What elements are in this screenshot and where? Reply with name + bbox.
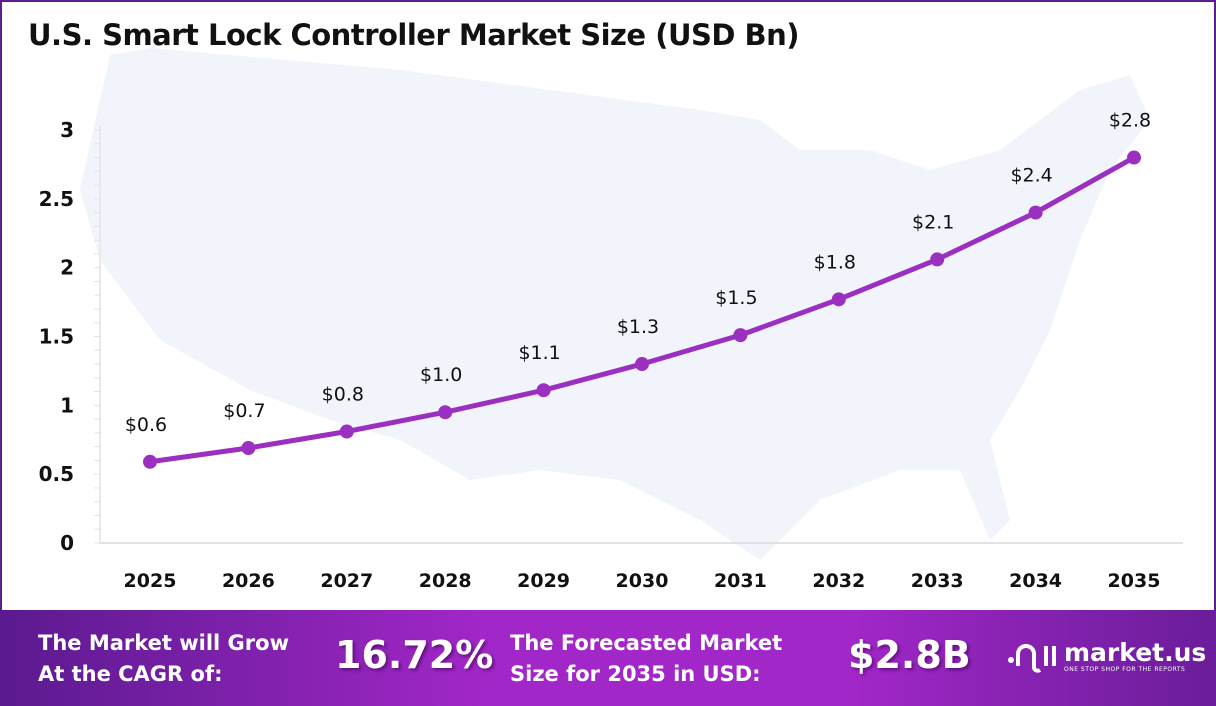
cagr-label-line1: The Market will Grow: [38, 631, 289, 655]
y-tick-label: 0.5: [39, 462, 74, 486]
x-tick-label: 2025: [124, 570, 177, 592]
x-tick-label: 2030: [616, 570, 669, 592]
x-tick-label: 2026: [222, 570, 275, 592]
data-label: $1.5: [715, 287, 757, 309]
data-point: [635, 357, 649, 372]
data-label: $0.6: [125, 414, 167, 436]
data-label: $0.8: [322, 383, 364, 405]
us-map-background: [80, 48, 1150, 560]
data-label: $2.8: [1109, 110, 1151, 132]
data-point: [143, 454, 157, 469]
x-tick-label: 2034: [1009, 570, 1062, 592]
logo-name: market.us: [1064, 637, 1207, 667]
y-tick-label: 2: [60, 256, 74, 280]
cagr-label: The Market will Grow At the CAGR of:: [38, 628, 289, 690]
x-tick-label: 2032: [812, 570, 865, 592]
data-point: [339, 424, 354, 439]
forecast-label-line2: Size for 2035 in USD:: [510, 662, 761, 686]
y-tick-label: 1.5: [39, 325, 74, 349]
x-tick-label: 2033: [911, 570, 964, 592]
logo-tagline: ONE STOP SHOP FOR THE REPORTS: [1064, 665, 1186, 673]
logo-icon: [1008, 644, 1056, 673]
data-label: $2.4: [1010, 165, 1052, 187]
forecast-value: $2.8B: [848, 633, 971, 677]
forecast-label-line1: The Forecasted Market: [510, 631, 783, 655]
cagr-label-line2: At the CAGR of:: [38, 662, 223, 686]
y-tick-label: 2.5: [39, 187, 74, 211]
data-label: $1.0: [420, 364, 462, 386]
data-point: [1127, 150, 1141, 165]
y-tick-label: 1: [60, 393, 74, 417]
data-point: [930, 252, 945, 267]
y-tick-label: 3: [60, 118, 74, 142]
data-label: $1.8: [814, 251, 856, 273]
data-point: [536, 383, 551, 398]
cagr-value: 16.72%: [335, 633, 494, 677]
data-label: $1.3: [617, 316, 659, 338]
data-label: $2.1: [912, 211, 954, 233]
x-tick-label: 2028: [419, 570, 472, 592]
forecast-label: The Forecasted Market Size for 2035 in U…: [510, 628, 782, 690]
data-point: [438, 405, 453, 420]
line-chart: 0 0.5 1 1.5 2 2.5 3 2025 2026 2027 2028 2029 2030 203…: [39, 48, 1183, 592]
data-label: $0.7: [223, 400, 265, 422]
x-tick-label: 2031: [714, 570, 767, 592]
data-label: $1.1: [518, 342, 560, 364]
x-tick-label: 2027: [320, 570, 373, 592]
market-us-logo: market.us ONE STOP SHOP FOR THE REPORTS: [1006, 638, 1206, 674]
x-tick-label: 2029: [517, 570, 570, 592]
data-point: [1028, 205, 1043, 220]
data-point: [733, 328, 748, 343]
chart-title: U.S. Smart Lock Controller Market Size (…: [28, 18, 800, 52]
y-tick-label: 0: [60, 531, 74, 555]
data-point: [831, 292, 846, 307]
data-point: [241, 441, 256, 456]
summary-banner: The Market will Grow At the CAGR of: 16.…: [0, 610, 1216, 706]
x-tick-label: 2035: [1108, 570, 1161, 592]
